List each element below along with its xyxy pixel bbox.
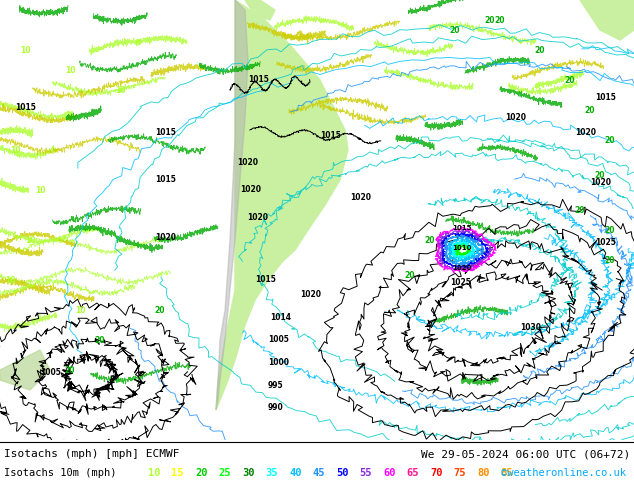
- Text: 45: 45: [313, 468, 325, 478]
- Text: 1020: 1020: [240, 185, 261, 194]
- Text: 10: 10: [35, 186, 45, 195]
- Text: 1030: 1030: [520, 323, 541, 332]
- Text: 1014: 1014: [270, 313, 291, 322]
- Text: 1015: 1015: [595, 93, 616, 102]
- Text: 1025: 1025: [595, 238, 616, 247]
- Text: 10: 10: [10, 146, 20, 154]
- Text: 20: 20: [585, 105, 595, 115]
- Text: 70: 70: [430, 468, 443, 478]
- Text: 1000: 1000: [268, 358, 289, 367]
- Text: 1015: 1015: [320, 131, 341, 140]
- Text: 35: 35: [266, 468, 278, 478]
- Text: 90: 90: [524, 468, 536, 478]
- Text: 1020: 1020: [155, 233, 176, 242]
- Text: 995: 995: [268, 381, 283, 390]
- Text: 20: 20: [450, 25, 460, 34]
- Text: 1020: 1020: [575, 128, 596, 137]
- Text: 20: 20: [495, 16, 505, 24]
- Text: Isotachs (mph) [mph] ECMWF: Isotachs (mph) [mph] ECMWF: [4, 449, 179, 459]
- Text: 10: 10: [148, 468, 160, 478]
- Text: ©weatheronline.co.uk: ©weatheronline.co.uk: [501, 468, 626, 478]
- Text: 20: 20: [155, 305, 165, 315]
- Text: 20: 20: [534, 46, 545, 54]
- Polygon shape: [0, 350, 50, 390]
- Text: 65: 65: [406, 468, 419, 478]
- Text: We 29-05-2024 06:00 UTC (06+72): We 29-05-2024 06:00 UTC (06+72): [421, 449, 630, 459]
- Text: 1020: 1020: [247, 213, 268, 222]
- Text: 25: 25: [219, 468, 231, 478]
- Text: 1015: 1015: [255, 275, 276, 284]
- Text: 10: 10: [115, 85, 126, 95]
- Text: 80: 80: [477, 468, 489, 478]
- Text: 1005: 1005: [268, 335, 289, 344]
- Text: 990: 990: [268, 403, 284, 412]
- Text: 20: 20: [195, 468, 207, 478]
- Text: 20: 20: [605, 255, 615, 265]
- Text: 20: 20: [565, 75, 575, 84]
- Text: 20: 20: [65, 366, 75, 374]
- Text: 20: 20: [485, 16, 495, 24]
- Text: 1015: 1015: [248, 75, 269, 84]
- Text: 10: 10: [25, 236, 36, 245]
- Text: 20: 20: [605, 225, 615, 235]
- Polygon shape: [216, 0, 248, 410]
- Text: 20: 20: [94, 336, 105, 344]
- Text: 10: 10: [20, 46, 30, 54]
- Text: 1010: 1010: [452, 245, 472, 251]
- Text: 1025: 1025: [450, 278, 471, 287]
- Text: 1020: 1020: [590, 178, 611, 187]
- Text: 1020: 1020: [300, 290, 321, 299]
- Text: 20: 20: [575, 205, 585, 215]
- Text: 10: 10: [75, 305, 85, 315]
- Text: 1020: 1020: [350, 193, 371, 202]
- Text: 10: 10: [65, 66, 75, 74]
- Text: 1015: 1015: [452, 225, 472, 231]
- Text: 60: 60: [383, 468, 396, 478]
- Polygon shape: [245, 0, 275, 20]
- Text: 20: 20: [605, 136, 615, 145]
- Text: 1015: 1015: [15, 103, 36, 112]
- Text: 10: 10: [4, 275, 15, 285]
- Text: 1020: 1020: [452, 265, 472, 271]
- Text: 50: 50: [336, 468, 349, 478]
- Text: 15: 15: [172, 468, 184, 478]
- Text: 1015: 1015: [155, 128, 176, 137]
- Text: 20: 20: [425, 236, 436, 245]
- Text: 30: 30: [242, 468, 254, 478]
- Polygon shape: [580, 0, 634, 40]
- Text: 85: 85: [500, 468, 513, 478]
- Polygon shape: [590, 0, 625, 20]
- Text: Isotachs 10m (mph): Isotachs 10m (mph): [4, 468, 117, 478]
- Text: 75: 75: [453, 468, 466, 478]
- Text: 40: 40: [289, 468, 302, 478]
- Text: 1020: 1020: [237, 158, 258, 167]
- Text: 1020: 1020: [505, 113, 526, 122]
- Text: 20: 20: [404, 270, 415, 279]
- Text: 20: 20: [595, 171, 605, 179]
- Text: 1015: 1015: [155, 175, 176, 184]
- Text: 55: 55: [359, 468, 372, 478]
- Text: 1005: 1005: [40, 368, 61, 377]
- Polygon shape: [216, 0, 348, 410]
